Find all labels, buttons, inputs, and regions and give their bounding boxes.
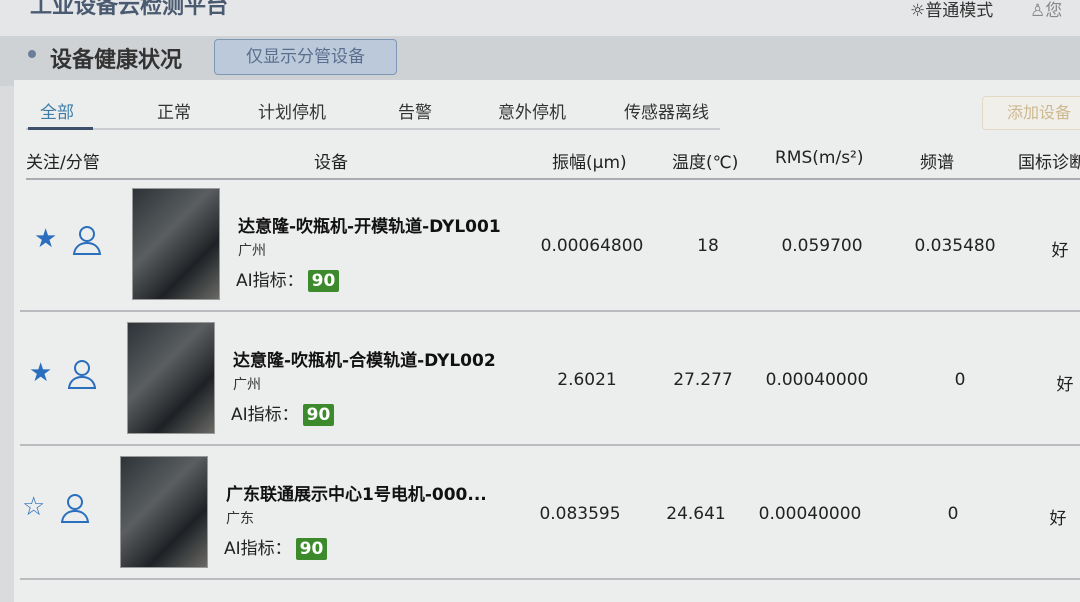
ai-index: AI指标： 90	[231, 400, 335, 426]
table-row[interactable]: ★ 达意隆-吹瓶机-开模轨道-DYL001 广州 AI指标： 90 0.00064…	[20, 178, 1080, 312]
row-divider	[20, 310, 1080, 312]
tab-alarm[interactable]: 告警	[398, 103, 432, 123]
device-name[interactable]: 达意隆-吹瓶机-开模轨道-DYL001	[238, 217, 501, 237]
status-tabs: 全部 正常 计划停机 告警 意外停机 传感器离线	[26, 98, 720, 130]
star-filled-icon[interactable]: ★	[34, 224, 58, 254]
device-location: 广州	[238, 243, 266, 259]
temperature-value: 18	[697, 236, 719, 256]
ai-index: AI指标： 90	[236, 266, 340, 292]
temperature-value: 27.277	[673, 370, 733, 390]
device-name[interactable]: 达意隆-吹瓶机-合模轨道-DYL002	[233, 351, 496, 371]
person-icon[interactable]	[60, 492, 90, 524]
tab-planned-stop[interactable]: 计划停机	[258, 103, 326, 123]
tab-all[interactable]: 全部	[40, 103, 74, 123]
tab-sensor-offline[interactable]: 传感器离线	[624, 103, 709, 123]
top-bar: 工业设备云检测平台 ☼普通模式 ♙您	[0, 0, 1080, 36]
amplitude-value: 0.083595	[539, 504, 621, 524]
spectrum-value[interactable]: 0	[954, 370, 966, 390]
col-diagnosis: 国标诊断	[1018, 153, 1080, 173]
device-location: 广州	[233, 377, 261, 393]
col-follow: 关注/分管	[26, 153, 100, 173]
user-menu[interactable]: ♙您	[1030, 1, 1063, 21]
device-thumbnail[interactable]	[127, 322, 215, 434]
device-name[interactable]: 广东联通展示中心1号电机-000...	[226, 485, 487, 505]
tab-unexpected-stop[interactable]: 意外停机	[498, 103, 566, 123]
col-spectrum: 频谱	[920, 153, 954, 173]
active-tab-indicator	[28, 127, 93, 130]
show-managed-only-button[interactable]: 仅显示分管设备	[214, 39, 397, 75]
star-outline-icon[interactable]: ☆	[22, 492, 46, 522]
device-location: 广东	[226, 511, 254, 527]
col-rms: RMS(m/s²)	[775, 148, 864, 168]
ai-score-badge: 90	[307, 270, 340, 292]
sun-icon: ☼	[910, 1, 926, 21]
person-icon[interactable]	[72, 224, 102, 256]
row-divider	[20, 444, 1080, 446]
col-device: 设备	[314, 153, 348, 173]
ai-score-badge: 90	[302, 404, 335, 426]
section-title: 设备健康状况	[50, 48, 183, 73]
temperature-value: 24.641	[666, 504, 726, 524]
star-filled-icon[interactable]: ★	[29, 358, 53, 388]
tab-normal[interactable]: 正常	[157, 103, 191, 123]
mode-toggle[interactable]: ☼普通模式	[910, 1, 994, 21]
add-device-button[interactable]: 添加设备	[982, 96, 1080, 130]
rms-value: 0.00040000	[758, 504, 862, 524]
bullet-icon	[28, 50, 36, 58]
col-amplitude: 振幅(μm)	[552, 153, 627, 173]
rms-value: 0.00040000	[765, 370, 869, 390]
amplitude-value: 0.00064800	[540, 236, 644, 256]
person-icon[interactable]	[67, 358, 97, 390]
amplitude-value: 2.6021	[557, 370, 617, 390]
spectrum-value[interactable]: 0.035480	[914, 236, 996, 256]
section-header: 设备健康状况 仅显示分管设备	[0, 36, 1080, 86]
diagnosis-value: 好	[1049, 509, 1067, 529]
device-thumbnail[interactable]	[132, 188, 220, 300]
device-thumbnail[interactable]	[120, 456, 208, 568]
spectrum-value[interactable]: 0	[947, 504, 959, 524]
diagnosis-value: 好	[1056, 375, 1074, 395]
table-row[interactable]: ☆ 广东联通展示中心1号电机-000... 广东 AI指标： 90 0.08359…	[20, 446, 1080, 580]
table-row[interactable]: ★ 达意隆-吹瓶机-合模轨道-DYL002 广州 AI指标： 90 2.6021 …	[20, 312, 1080, 446]
diagnosis-value: 好	[1051, 241, 1069, 261]
user-icon: ♙	[1030, 1, 1046, 21]
rms-value: 0.059700	[781, 236, 863, 256]
ai-score-badge: 90	[295, 538, 328, 560]
app-title: 工业设备云检测平台	[30, 0, 229, 19]
col-temperature: 温度(℃)	[672, 153, 739, 173]
row-divider	[20, 578, 1080, 580]
ai-index: AI指标： 90	[224, 534, 328, 560]
header-divider	[26, 178, 1080, 180]
